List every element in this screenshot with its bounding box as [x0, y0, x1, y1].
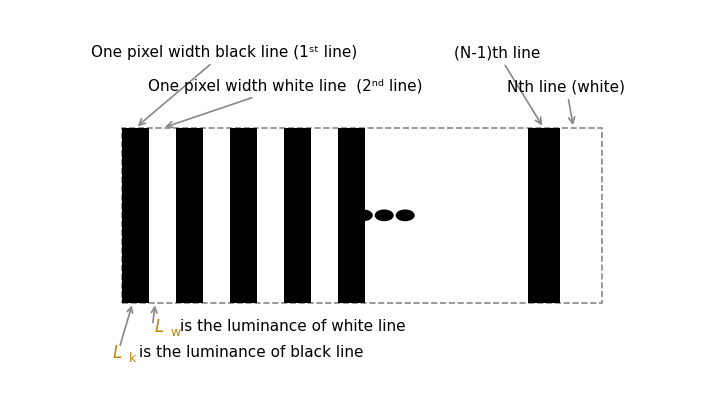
Circle shape: [355, 210, 372, 220]
Text: $\mathit{L}$: $\mathit{L}$: [154, 318, 164, 336]
Bar: [122, 128, 149, 303]
Text: is the luminance of black line: is the luminance of black line: [139, 345, 363, 360]
Bar: [176, 128, 203, 303]
Text: (N-1)th line: (N-1)th line: [454, 45, 541, 124]
Bar: [230, 128, 257, 303]
Text: w: w: [171, 326, 181, 339]
Bar: [338, 128, 365, 303]
Text: One pixel width black line (1ˢᵗ line): One pixel width black line (1ˢᵗ line): [91, 45, 357, 125]
Circle shape: [397, 210, 414, 220]
Bar: [528, 128, 560, 303]
Text: $\mathit{L}$: $\mathit{L}$: [112, 344, 122, 362]
Circle shape: [375, 210, 393, 220]
Text: is the luminance of white line: is the luminance of white line: [180, 319, 406, 334]
Bar: [284, 128, 311, 303]
Text: One pixel width white line  (2ⁿᵈ line): One pixel width white line (2ⁿᵈ line): [147, 79, 422, 127]
Bar: [122, 128, 602, 303]
Text: k: k: [129, 352, 136, 365]
Text: Nth line (white): Nth line (white): [508, 79, 625, 123]
